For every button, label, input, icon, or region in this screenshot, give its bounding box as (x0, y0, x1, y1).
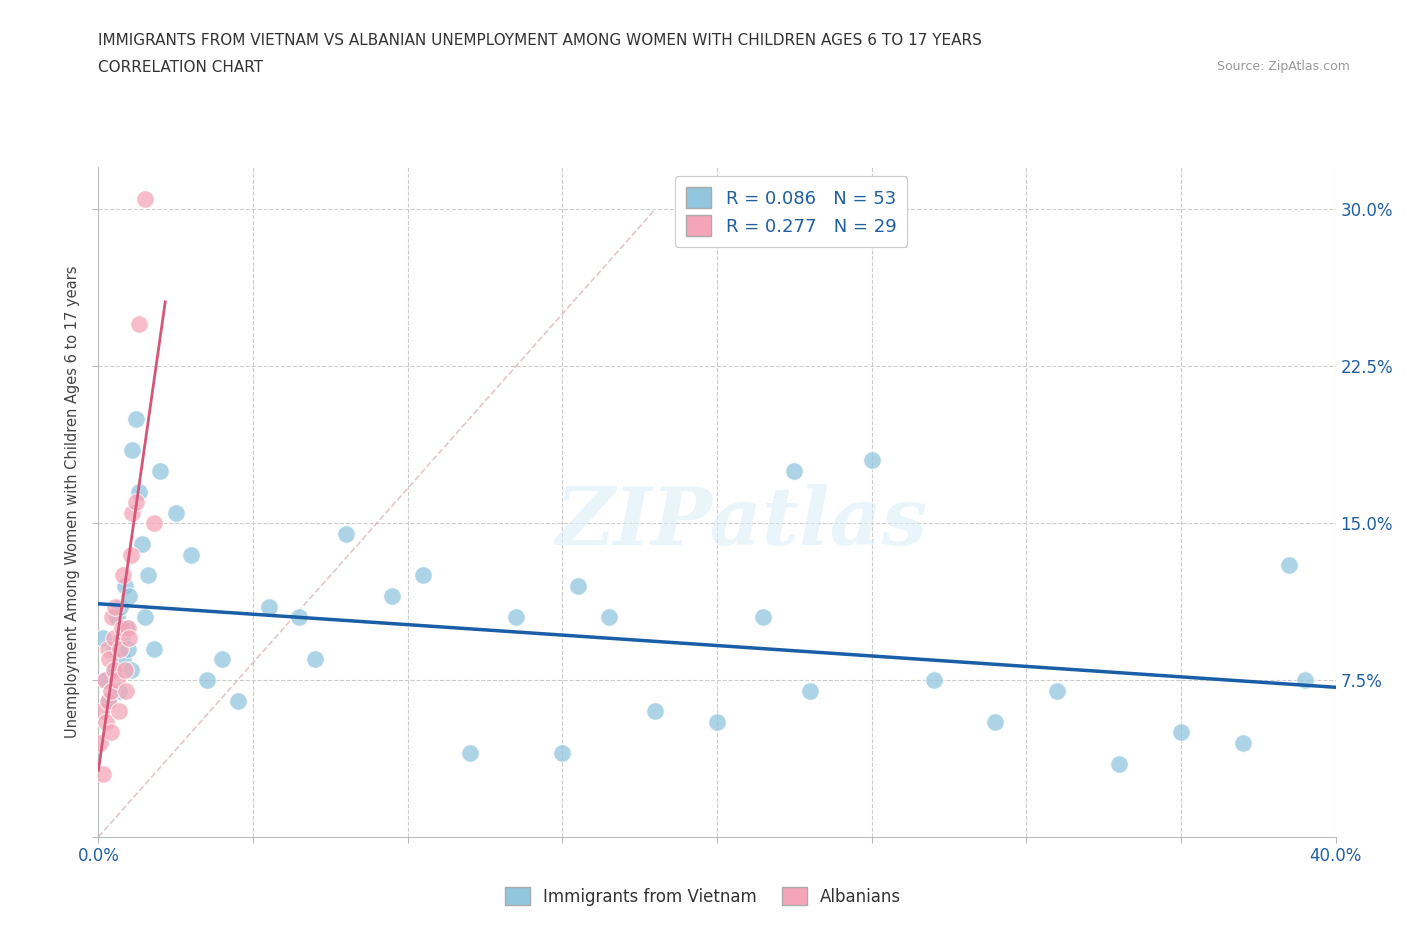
Point (1232, 736, 1254, 751)
Point (98, 652, 121, 667)
Point (288, 610, 311, 625)
Point (107, 684, 129, 698)
Point (644, 704, 666, 719)
Point (108, 600, 131, 615)
Legend: Immigrants from Vietnam, Albanians: Immigrants from Vietnam, Albanians (498, 881, 908, 912)
Point (111, 620, 134, 635)
Point (103, 662, 125, 677)
Point (107, 704, 129, 719)
Point (96, 672, 118, 687)
Point (922, 672, 945, 687)
Point (97, 694, 120, 709)
Point (118, 589, 141, 604)
Point (128, 317, 150, 332)
Point (103, 642, 125, 657)
Point (136, 568, 159, 583)
Point (1170, 725, 1192, 740)
Y-axis label: Unemployment Among Women with Children Ages 6 to 17 years: Unemployment Among Women with Children A… (65, 266, 80, 738)
Point (108, 642, 131, 657)
Point (598, 610, 620, 625)
Point (91, 766, 114, 781)
Point (89, 736, 111, 751)
Point (104, 662, 127, 677)
Point (105, 672, 128, 687)
Point (114, 578, 136, 593)
Point (97, 642, 120, 657)
Point (304, 652, 326, 667)
Text: ZIPatlas: ZIPatlas (555, 484, 928, 561)
Point (124, 495, 146, 510)
Point (783, 463, 806, 478)
Point (551, 746, 574, 761)
Point (165, 505, 187, 520)
Point (257, 600, 280, 615)
Point (115, 684, 138, 698)
Point (134, 192, 156, 206)
Point (114, 662, 136, 677)
Text: CORRELATION CHART: CORRELATION CHART (98, 60, 263, 75)
Point (211, 652, 233, 667)
Point (111, 631, 134, 645)
Point (96, 714, 118, 729)
Point (105, 610, 128, 625)
Point (112, 568, 135, 583)
Point (226, 694, 249, 709)
Point (117, 642, 139, 657)
Point (381, 589, 404, 604)
Point (195, 672, 218, 687)
Point (100, 684, 122, 698)
Point (98, 694, 121, 709)
Point (131, 537, 153, 551)
Point (149, 463, 172, 478)
Point (134, 610, 156, 625)
Point (115, 620, 138, 635)
Point (412, 568, 434, 583)
Point (121, 443, 143, 458)
Point (1294, 672, 1316, 687)
Point (112, 652, 135, 667)
Point (706, 714, 728, 729)
Point (1046, 684, 1069, 698)
Point (984, 714, 1007, 729)
Point (458, 746, 481, 761)
Point (118, 631, 141, 645)
Point (120, 662, 142, 677)
Point (860, 453, 883, 468)
Point (143, 642, 166, 657)
Point (104, 600, 127, 615)
Point (1278, 558, 1301, 573)
Point (100, 725, 122, 740)
Point (505, 610, 527, 625)
Point (121, 505, 143, 520)
Point (93, 672, 115, 687)
Point (799, 684, 821, 698)
Point (567, 578, 589, 593)
Point (91, 631, 114, 645)
Point (335, 526, 357, 541)
Point (117, 620, 139, 635)
Point (124, 411, 146, 426)
Text: IMMIGRANTS FROM VIETNAM VS ALBANIAN UNEMPLOYMENT AMONG WOMEN WITH CHILDREN AGES : IMMIGRANTS FROM VIETNAM VS ALBANIAN UNEM… (98, 33, 983, 47)
Point (90, 704, 112, 719)
Point (128, 485, 150, 499)
Point (103, 631, 125, 645)
Point (143, 516, 166, 531)
Point (1108, 756, 1130, 771)
Point (752, 610, 775, 625)
Point (120, 547, 142, 562)
Point (180, 547, 202, 562)
Point (101, 610, 124, 625)
Legend: R = 0.086   N = 53, R = 0.277   N = 29: R = 0.086 N = 53, R = 0.277 N = 29 (675, 177, 907, 247)
Text: Source: ZipAtlas.com: Source: ZipAtlas.com (1216, 60, 1350, 73)
